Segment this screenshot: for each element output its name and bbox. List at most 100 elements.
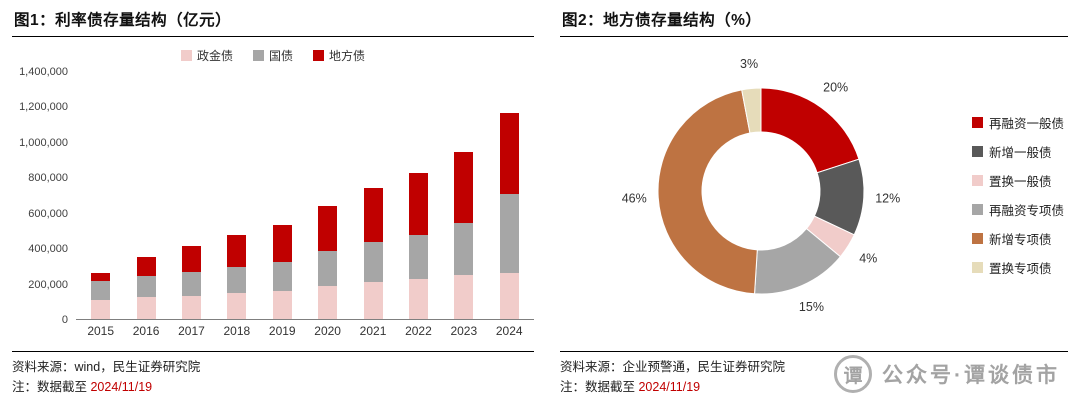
legend-label: 再融资一般债	[988, 117, 1064, 131]
stacked-bar-2018	[227, 72, 247, 319]
bar-segment-政金债	[408, 279, 428, 319]
stacked-bar-2022	[408, 72, 428, 319]
bar-segment-国债	[227, 267, 247, 294]
figure1-source: 资料来源：wind，民生证券研究院	[12, 360, 201, 375]
figure2-legend: 再融资一般债 新增一般债置换一般债再融资专项债 新增专项债置换专项债	[971, 113, 1064, 277]
bar-segment-国债	[136, 275, 156, 298]
y-axis-tick: 1,200,000	[19, 101, 68, 114]
bar-segment-国债	[181, 272, 201, 296]
figure1-note-date: 2024/11/19	[90, 379, 153, 394]
legend-item: 再融资一般债	[971, 113, 1064, 132]
bar-segment-国债	[363, 242, 383, 283]
legend-swatch	[252, 50, 264, 61]
y-axis-tick: 1,000,000	[19, 136, 68, 149]
bar-segment-国债	[408, 234, 428, 280]
donut-percentage-label: 12%	[875, 191, 900, 205]
figure1-title: 图1：利率债存量结构（亿元）	[12, 6, 534, 37]
y-axis-tick: 400,000	[28, 243, 68, 256]
stacked-bar-2023	[454, 72, 474, 319]
bar-segment-地方债	[227, 235, 247, 268]
bar-segment-政金债	[272, 291, 292, 319]
bar-segment-政金债	[363, 282, 383, 319]
stacked-bar-2024	[499, 72, 519, 319]
y-axis-tick: 0	[61, 314, 68, 326]
legend-swatch	[971, 204, 983, 215]
figure2-note-prefix: 注：数据截至	[560, 379, 639, 394]
bar-segment-地方债	[91, 272, 111, 282]
legend-label: 置换专项债	[988, 262, 1052, 276]
bar-segment-地方债	[272, 224, 292, 262]
legend-item: 新增专项债	[971, 229, 1064, 248]
stacked-bar-2016	[136, 72, 156, 319]
figure1-panel: 图1：利率债存量结构（亿元） 政金债 国债 地方债 1,400,000 1,200,0…	[8, 0, 538, 405]
legend-label: 新增专项债	[988, 233, 1052, 247]
bar-segment-国债	[318, 250, 338, 286]
bar-segment-地方债	[181, 246, 201, 273]
legend-swatch	[971, 175, 983, 186]
bar-segment-地方债	[318, 205, 338, 251]
stacked-bar-2015	[91, 72, 111, 319]
legend-label: 再融资专项债	[988, 204, 1064, 218]
legend-label: 地方债	[329, 49, 366, 63]
donut-percentage-label: 20%	[823, 81, 848, 95]
figure1-note: 注：数据截至 2024/11/19	[12, 378, 534, 397]
legend-swatch	[971, 233, 983, 244]
stacked-bar-2020	[318, 72, 338, 319]
bar-segment-政金债	[227, 293, 247, 319]
donut-slice	[657, 89, 758, 295]
x-axis-label: 2018	[223, 324, 251, 338]
bar-segment-政金债	[181, 295, 201, 319]
bar-segment-地方债	[499, 112, 519, 194]
x-axis-label: 2023	[450, 324, 478, 338]
legend-item: 新增一般债	[971, 142, 1064, 161]
figure1-y-axis: 1,400,000 1,200,000 1,000,000 800,000 600,00…	[12, 66, 76, 326]
figure1-bar-chart: 1,400,000 1,200,000 1,000,000 800,000 600,00…	[12, 66, 534, 326]
bar-segment-地方债	[136, 257, 156, 276]
donut-slice	[760, 87, 860, 174]
stacked-bar-2017	[181, 72, 201, 319]
x-axis-label: 2020	[314, 324, 341, 338]
legend-swatch	[180, 50, 192, 61]
legend-item: 置换一般债	[971, 171, 1064, 190]
y-axis-tick: 600,000	[28, 207, 68, 220]
bar-segment-国债	[272, 261, 292, 292]
stacked-bar-2019	[272, 72, 292, 319]
figure2-note: 注：数据截至 2024/11/19	[560, 378, 1068, 397]
bar-segment-政金债	[318, 285, 338, 319]
x-axis-label: 2021	[359, 324, 387, 338]
bar-segment-政金债	[454, 275, 474, 319]
legend-label: 国债	[268, 49, 293, 63]
legend-item: 政金债	[180, 47, 233, 64]
legend-item: 地方债	[313, 47, 365, 64]
legend-item: 国债	[252, 47, 293, 64]
legend-label: 新增一般债	[988, 146, 1052, 160]
donut-percentage-label: 15%	[799, 300, 824, 314]
figure2-panel: 图2：地方债存量结构（%） 20% 12% 4% 15% 46% 3% 再融资一般债 新增一…	[556, 0, 1072, 405]
stacked-bar-2021	[363, 72, 383, 319]
bar-segment-国债	[91, 281, 111, 300]
x-axis-label: 2015	[87, 324, 115, 338]
y-axis-tick: 1,400,000	[19, 66, 68, 78]
legend-item: 再融资专项债	[971, 200, 1064, 219]
bar-segment-地方债	[454, 151, 474, 224]
bar-segment-地方债	[408, 172, 428, 235]
bar-segment-政金债	[136, 297, 156, 319]
bar-segment-政金债	[499, 273, 519, 319]
figure2-title: 图2：地方债存量结构（%）	[560, 6, 1068, 37]
legend-swatch	[971, 262, 983, 273]
figure2-footer: 资料来源：企业预警通，民生证券研究院 注：数据截至 2024/11/19	[560, 351, 1068, 397]
x-axis-label: 2019	[268, 324, 296, 338]
x-axis-label: 2022	[405, 324, 432, 338]
figure1-legend: 政金债 国债 地方债	[12, 47, 534, 64]
figure2-source: 资料来源：企业预警通，民生证券研究院	[560, 360, 786, 375]
donut-percentage-label: 46%	[622, 191, 647, 205]
figure1-footer: 资料来源：wind，民生证券研究院 注：数据截至 2024/11/19	[12, 351, 534, 397]
legend-label: 置换一般债	[988, 175, 1052, 189]
bar-segment-国债	[454, 223, 474, 276]
figure1-plot-area	[76, 72, 534, 320]
figure2-donut-chart: 20% 12% 4% 15% 46% 3% 再融资一般债 新增一般债 置换一般债 再融资专项债新…	[560, 37, 1068, 351]
figure2-note-date: 2024/11/19	[638, 379, 701, 394]
legend-swatch	[313, 50, 324, 61]
x-axis-label: 2016	[132, 324, 160, 338]
